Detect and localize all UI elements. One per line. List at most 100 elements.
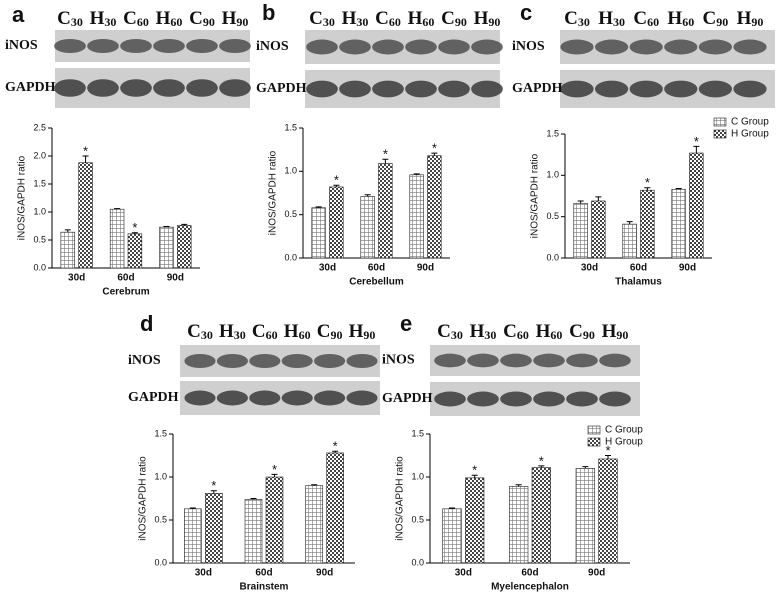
error-bar [114,208,121,210]
y-tick-label: 0.0 [154,557,167,567]
error-bar [675,188,682,190]
y-axis-label: iNOS/GAPDH ratio [138,456,149,541]
lane-letter: C [437,321,451,342]
significance-mark: * [472,463,477,478]
significance-mark: * [333,439,338,454]
blot-band [599,353,631,368]
lane-letter: H [349,321,364,342]
lane-subscript: 30 [578,15,590,29]
blot-label: iNOS [512,39,545,54]
blot-band [733,80,767,98]
blot-band [434,353,466,368]
blot-band [733,39,767,55]
legend-label: H Group [731,129,769,140]
lane-label: H90 [474,8,501,29]
lane-letter: H [470,321,485,342]
y-tick-label: 0.0 [546,252,559,262]
lane-letter: C [441,8,455,29]
blot-band [184,353,216,369]
panel-letter: a [12,2,25,27]
y-tick-label: 1.0 [33,206,46,216]
lane-label: C90 [189,8,215,29]
lane-letter: C [503,321,517,342]
lane-subscript: 30 [323,15,335,29]
lane-subscript: 90 [616,328,628,342]
error-bar [332,450,339,453]
x-tick-label: 90d [316,568,333,579]
lane-subscript: 90 [716,15,728,29]
bar [326,452,344,564]
lane-letter: C [309,8,323,29]
error-bar [413,173,420,175]
lane-letter: C [317,321,331,342]
blot-band [339,39,371,55]
error-bar [382,158,389,164]
lane-subscript: 30 [451,328,463,342]
x-axis-label: Brainstem [240,582,289,593]
x-tick-label: 30d [68,273,85,284]
error-bar [471,474,478,478]
blot-label: iNOS [382,353,415,368]
blot-label: GAPDH [5,80,56,95]
blot-band [314,353,346,369]
blot-band [281,390,313,406]
x-axis-label: Cerebellum [349,277,404,288]
bar [465,477,485,564]
lane-letter: H [408,8,423,29]
bar [442,508,462,564]
y-axis-label: iNOS/GAPDH ratio [530,153,541,238]
blot-band [184,390,216,406]
blot-band [560,80,594,98]
blot-band [306,39,338,55]
error-bar [449,507,455,509]
lane-subscript: 30 [484,328,496,342]
significance-mark: * [539,453,544,468]
x-tick-label: 90d [679,263,696,274]
bar [531,467,551,564]
lane-subscript: 60 [389,15,401,29]
lane-letter: C [569,321,583,342]
blot-band [533,391,565,407]
bar [311,207,326,259]
x-tick-label: 60d [630,263,647,274]
lane-label: H90 [602,321,629,342]
blot-band [306,80,338,98]
lane-subscript: 60 [550,328,562,342]
blot-label: iNOS [128,353,161,368]
y-tick-label: 0.5 [546,211,559,221]
error-bar [82,155,89,163]
lane-subscript: 90 [751,15,763,29]
lane-label: C30 [187,321,213,342]
lane-subscript: 30 [613,15,625,29]
lane-letter: H [284,321,299,342]
lane-subscript: 90 [488,15,500,29]
x-tick-label: 30d [581,263,598,274]
y-tick-label: 0.0 [411,557,424,567]
bar [127,233,143,269]
y-tick-label: 0.5 [154,514,167,524]
bar [177,225,192,269]
error-bar [693,145,700,154]
lane-label: H90 [349,321,376,342]
error-bar [163,226,170,228]
bar [622,223,637,259]
x-tick-label: 60d [117,273,134,284]
lane-label: H60 [156,8,183,29]
y-tick-label: 1.5 [546,128,559,138]
blot-band [216,390,248,406]
bar [184,508,202,564]
y-tick-label: 0.5 [33,234,46,244]
error-bar [315,206,322,208]
blot-band [339,80,371,98]
lane-subscript: 30 [234,328,246,342]
lane-subscript: 60 [647,15,659,29]
lane-letter: H [598,8,613,29]
lane-label: H30 [598,8,625,29]
lane-subscript: 90 [203,15,215,29]
significance-mark: * [334,173,339,188]
x-tick-label: 30d [195,568,212,579]
blot-band [249,390,281,406]
lane-label: H30 [470,321,497,342]
y-tick-label: 0.0 [284,252,297,262]
lane-subscript: 60 [682,15,694,29]
